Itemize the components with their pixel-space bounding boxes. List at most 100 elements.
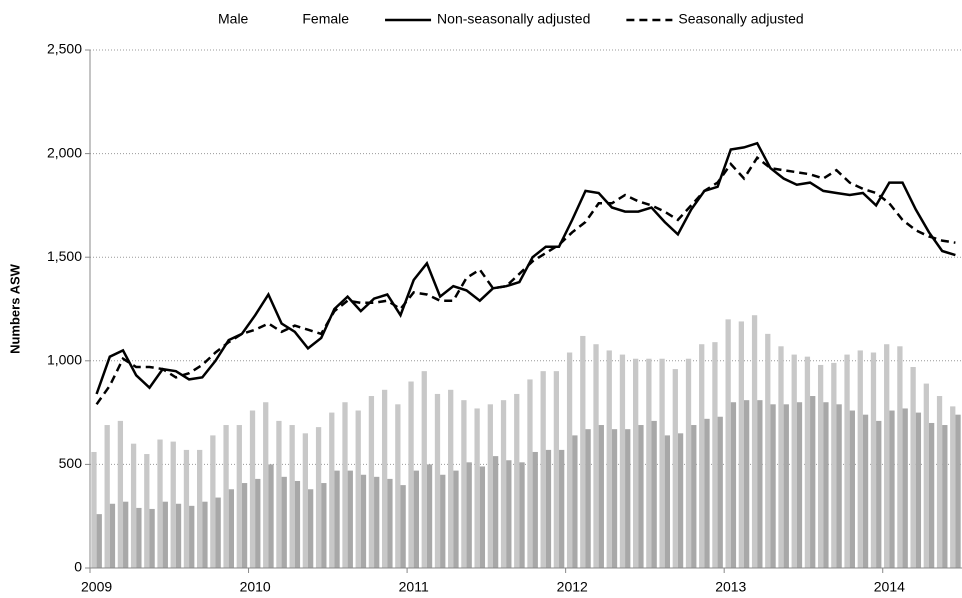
bar <box>876 420 882 568</box>
bar <box>500 400 507 568</box>
bar <box>130 443 137 568</box>
bar <box>170 441 176 568</box>
bar <box>804 356 811 568</box>
bar <box>466 462 472 568</box>
bar <box>942 425 948 568</box>
bar <box>387 478 393 568</box>
bar <box>730 402 737 568</box>
bar <box>183 449 190 568</box>
legend-label: Non-seasonally adjusted <box>437 11 590 27</box>
bar <box>360 474 367 568</box>
bar <box>633 358 639 568</box>
bar <box>519 462 525 568</box>
bar <box>197 449 203 568</box>
y-axis-label: Numbers ASW <box>7 263 22 354</box>
bar <box>585 429 591 568</box>
bar <box>598 425 604 568</box>
x-tick-label: 2013 <box>715 579 746 595</box>
bar <box>796 402 803 568</box>
bar <box>717 416 723 568</box>
y-tick-label: 0 <box>74 559 82 575</box>
bar <box>831 362 837 568</box>
bar <box>395 404 401 568</box>
bar <box>123 501 129 568</box>
bar <box>368 396 375 568</box>
bar <box>884 344 890 568</box>
bar <box>434 393 441 568</box>
bar <box>355 410 361 568</box>
bar <box>162 501 168 568</box>
y-tick-label: 2,000 <box>47 144 82 160</box>
bar <box>857 350 863 568</box>
bar <box>659 358 665 568</box>
bar <box>915 412 922 568</box>
bar <box>545 449 552 568</box>
bar <box>255 478 261 568</box>
x-tick-label: 2014 <box>874 579 905 595</box>
bar <box>461 400 467 568</box>
bar <box>268 464 274 568</box>
bar <box>791 354 797 568</box>
bar <box>263 402 269 568</box>
legend-label: Seasonally adjusted <box>678 11 803 27</box>
bar <box>487 404 493 568</box>
bar <box>289 425 295 568</box>
bar <box>215 497 221 568</box>
bar <box>559 449 565 568</box>
bar <box>104 425 110 568</box>
bar <box>572 435 578 568</box>
line <box>95 155 956 406</box>
bar <box>321 483 327 568</box>
bar <box>611 429 618 568</box>
bar <box>540 371 546 568</box>
bar <box>228 489 235 568</box>
bar <box>448 389 454 568</box>
bar <box>677 433 684 568</box>
bar <box>96 514 102 568</box>
bar <box>704 418 710 568</box>
bar <box>347 470 353 568</box>
bar <box>453 470 459 568</box>
bar <box>923 383 929 568</box>
bar <box>699 344 705 568</box>
bar <box>950 406 956 568</box>
bar <box>619 354 626 568</box>
bar <box>593 344 599 568</box>
bar <box>506 460 512 568</box>
bar <box>527 379 533 568</box>
bar <box>765 333 771 568</box>
bar <box>936 396 943 568</box>
bar <box>202 501 208 568</box>
bar <box>210 435 216 568</box>
bar <box>189 505 195 568</box>
bar <box>691 425 697 568</box>
bar <box>836 404 842 568</box>
x-tick-label: 2012 <box>557 579 588 595</box>
bar <box>770 404 776 568</box>
bar <box>928 422 935 568</box>
bar <box>144 454 150 568</box>
bar <box>492 456 499 568</box>
bar <box>117 420 124 568</box>
bar <box>712 342 718 568</box>
bar <box>566 352 573 568</box>
bar <box>606 350 612 568</box>
bar <box>236 425 242 568</box>
bar <box>157 439 163 568</box>
bar <box>400 485 406 568</box>
bar <box>910 367 916 568</box>
bar <box>738 321 744 568</box>
bar <box>334 470 340 568</box>
bar <box>889 410 895 568</box>
bar <box>902 408 908 568</box>
y-tick-label: 2,500 <box>47 41 82 57</box>
x-tick-label: 2010 <box>240 579 271 595</box>
bar <box>897 346 903 568</box>
bar <box>514 393 520 568</box>
bar <box>862 414 869 568</box>
bar <box>413 470 419 568</box>
bar <box>149 508 155 568</box>
y-tick-label: 1,500 <box>47 248 82 264</box>
y-tick-label: 1,000 <box>47 352 82 368</box>
